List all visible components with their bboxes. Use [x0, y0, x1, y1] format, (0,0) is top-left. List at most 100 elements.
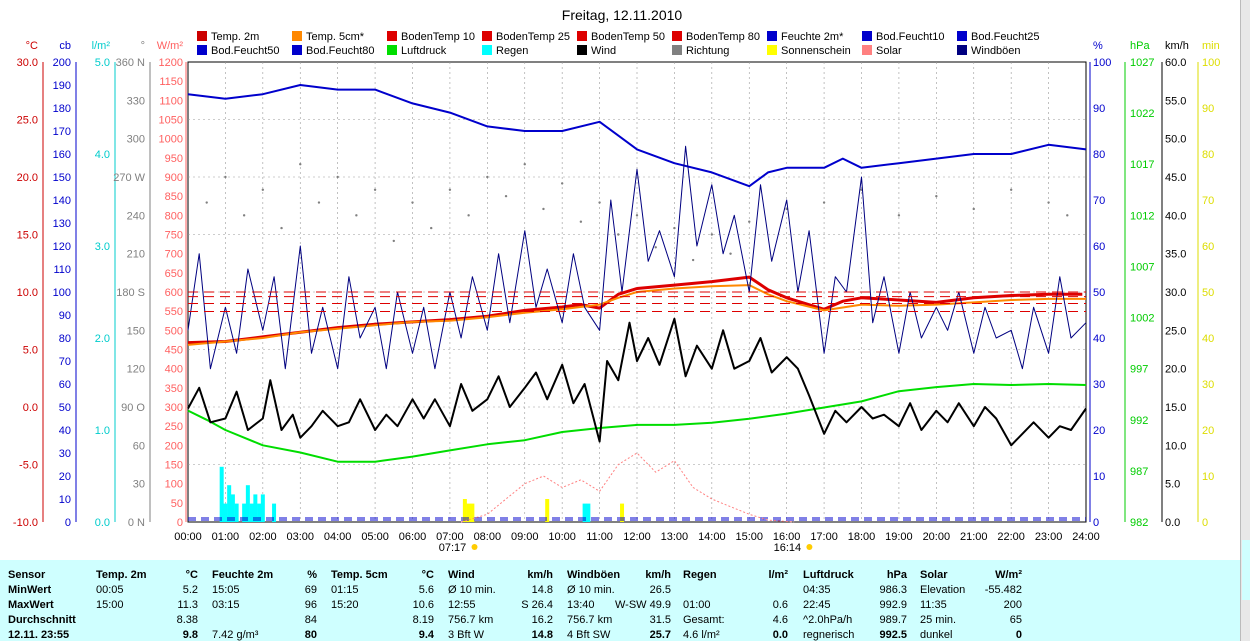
- table-cell: 992.5: [879, 629, 907, 641]
- legend-swatch: [577, 31, 587, 41]
- series-temp-5cm-: [187, 284, 1086, 346]
- direction-dot: [579, 220, 583, 223]
- table-header-cell: Temp. 2m: [96, 569, 147, 581]
- scrollbar-thumb[interactable]: [1242, 540, 1250, 600]
- direction-dot: [1066, 214, 1069, 217]
- axis-tick-label-dir: 90 O: [121, 402, 145, 414]
- rain-bar: [249, 503, 254, 522]
- axis-tick-label-solar: 650: [165, 268, 183, 280]
- axis-tick-label-cb: 200: [53, 57, 71, 69]
- axis-tick-label-rain: 3.0: [95, 241, 110, 253]
- scrollbar[interactable]: [1240, 0, 1250, 641]
- sunshine-bar: [545, 499, 550, 522]
- legend-label: Luftdruck: [401, 45, 447, 57]
- axis-tick-label-hum: 70: [1093, 195, 1105, 207]
- x-tick-label: 20:00: [923, 531, 951, 543]
- legend-label: Sonnenschein: [781, 45, 851, 57]
- table-cell: 9.8: [182, 629, 198, 641]
- table-cell: 989.7: [879, 614, 907, 626]
- axis-tick-label-cb: 160: [53, 149, 71, 161]
- legend-label: Bod.Feucht25: [971, 31, 1040, 43]
- axis-tick-label-hpa: 1017: [1130, 159, 1154, 171]
- rain-bar: [260, 494, 265, 522]
- axis-tick-label-rain: 5.0: [95, 57, 110, 69]
- axis-tick-label-kmh: 40.0: [1165, 210, 1186, 222]
- axis-tick-label-kmh: 5.0: [1165, 479, 1180, 491]
- x-tick-label: 00:00: [174, 531, 202, 543]
- table-cell: 0.6: [772, 599, 788, 611]
- table-cell: 65: [1009, 614, 1022, 626]
- axis-tick-label-rain: 2.0: [95, 333, 110, 345]
- axis-tick-label-solar: 100: [165, 479, 183, 491]
- axis-tick-label-cb: 140: [53, 195, 71, 207]
- legend-swatch: [197, 45, 207, 55]
- legend-swatch: [957, 45, 967, 55]
- direction-dot: [467, 214, 470, 217]
- axis-tick-label-kmh: 60.0: [1165, 57, 1186, 69]
- x-tick-label: 21:00: [960, 531, 988, 543]
- axis-tick-label-kmh: 25.0: [1165, 325, 1186, 337]
- axis-tick-label-cb: 80: [59, 333, 71, 345]
- x-tick-label: 04:00: [324, 531, 352, 543]
- axis-tick-label-kmh: 35.0: [1165, 249, 1186, 261]
- legend-label: BodenTemp 25: [496, 31, 570, 43]
- axis-tick-label-solar: 200: [165, 440, 183, 452]
- rain-bar: [242, 503, 247, 522]
- sunshine-bar: [462, 499, 467, 522]
- axis-tick-label-solar: 1100: [159, 95, 183, 107]
- direction-dot: [205, 201, 208, 204]
- chart-title: Freitag, 12.11.2010: [562, 7, 683, 23]
- table-header-cell: l/m²: [768, 569, 788, 581]
- direction-dot: [673, 226, 676, 230]
- axis-unit-solar: W/m²: [157, 40, 184, 52]
- legend-swatch: [387, 31, 397, 41]
- axis-tick-label-solar: 1200: [159, 57, 183, 69]
- table-cell: 14.8: [531, 584, 553, 596]
- legend-swatch: [767, 45, 777, 55]
- axis-tick-label-cb: 0: [65, 517, 71, 529]
- sunshine-bar: [620, 503, 625, 522]
- table-cell: S 26.4: [521, 599, 553, 611]
- table-header-cell: km/h: [527, 569, 553, 581]
- table-header-cell: Sensor: [8, 569, 46, 581]
- axis-tick-label-kmh: 0.0: [1165, 517, 1180, 529]
- direction-dot: [729, 252, 732, 255]
- direction-dot: [935, 194, 938, 198]
- table-cell: Ø 10 min.: [448, 584, 496, 596]
- axis-tick-label-dir: 360 N: [116, 57, 145, 69]
- x-tick-label: 24:00: [1072, 531, 1100, 543]
- axis-tick-label-dir: 30: [133, 479, 145, 491]
- axis-tick-label-solar: 550: [165, 306, 183, 318]
- direction-dot: [635, 214, 639, 217]
- axis-tick-label-hpa: 1007: [1130, 261, 1154, 273]
- table-cell: 8.38: [176, 614, 198, 626]
- axis-tick-label-dir: 300: [127, 134, 145, 146]
- legend-label: BodenTemp 80: [686, 31, 760, 43]
- table-cell: 69: [304, 584, 317, 596]
- axis-tick-label-temp: -10.0: [13, 517, 38, 529]
- table-cell: 0: [1015, 629, 1022, 641]
- stats-table: Sensor Temp. 2m °C Feuchte 2m% Temp. 5cm °C Wi…: [0, 560, 1240, 641]
- axis-tick-label-temp: 20.0: [17, 172, 38, 184]
- direction-dot: [654, 246, 657, 249]
- table-header-cell: Solar: [920, 569, 948, 581]
- table-cell: 80: [304, 629, 317, 641]
- axis-tick-label-dir: 330: [127, 95, 145, 107]
- table-cell: regnerisch: [803, 629, 855, 641]
- axis-tick-label-hpa: 1002: [1130, 313, 1154, 325]
- x-tick-label: 10:00: [548, 531, 576, 543]
- table-cell: 4 Bft SW: [567, 629, 611, 641]
- axis-tick-label-dir: 120: [127, 364, 145, 376]
- x-tick-label: 13:00: [661, 531, 689, 543]
- direction-dot: [448, 188, 452, 191]
- table-cell: W-SW 49.9: [614, 599, 671, 611]
- legend-label: Temp. 2m: [211, 31, 259, 43]
- rain-bar: [245, 485, 250, 522]
- rain-bar: [230, 494, 235, 522]
- x-tick-label: 12:00: [623, 531, 651, 543]
- direction-dot: [242, 214, 246, 217]
- axis-tick-label-cb: 170: [53, 126, 71, 138]
- table-cell: -55.482: [984, 584, 1022, 596]
- x-tick-label: 19:00: [885, 531, 913, 543]
- table-cell: 992.9: [879, 599, 907, 611]
